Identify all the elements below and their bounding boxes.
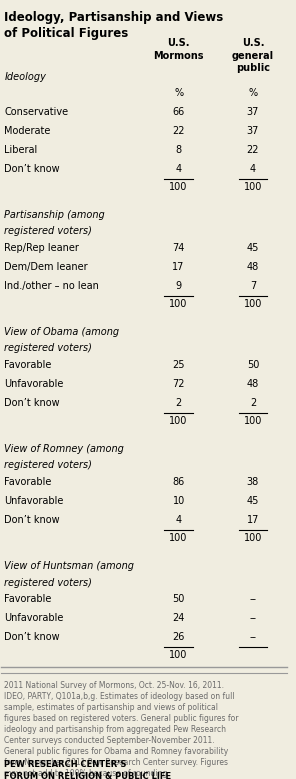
- Text: registered voters): registered voters): [4, 577, 92, 587]
- Text: Ideology: Ideology: [4, 72, 46, 82]
- Text: Unfavorable: Unfavorable: [4, 613, 64, 623]
- Text: Partisanship (among: Partisanship (among: [4, 210, 105, 220]
- Text: Don’t know: Don’t know: [4, 515, 60, 524]
- Text: 100: 100: [169, 299, 188, 309]
- Text: Unfavorable: Unfavorable: [4, 496, 64, 506]
- Text: 66: 66: [173, 108, 185, 117]
- Text: 4: 4: [176, 164, 182, 174]
- Text: 50: 50: [247, 360, 259, 370]
- Text: Favorable: Favorable: [4, 360, 52, 370]
- Text: 100: 100: [244, 299, 262, 309]
- Text: 50: 50: [172, 594, 185, 604]
- Text: 100: 100: [169, 534, 188, 544]
- Text: Ideology, Partisanship and Views
of Political Figures: Ideology, Partisanship and Views of Poli…: [4, 12, 223, 41]
- Text: Don’t know: Don’t know: [4, 164, 60, 174]
- Text: 100: 100: [244, 534, 262, 544]
- Text: U.S.
general
public: U.S. general public: [232, 38, 274, 73]
- Text: Unfavorable: Unfavorable: [4, 379, 64, 389]
- Text: View of Obama (among: View of Obama (among: [4, 327, 119, 337]
- Text: --: --: [250, 632, 256, 642]
- Text: Rep/Rep leaner: Rep/Rep leaner: [4, 243, 79, 253]
- Text: 100: 100: [169, 417, 188, 426]
- Text: 25: 25: [172, 360, 185, 370]
- Text: 4: 4: [176, 515, 182, 524]
- Text: %: %: [248, 89, 258, 98]
- Text: 45: 45: [247, 496, 259, 506]
- Text: --: --: [250, 594, 256, 604]
- Text: View of Huntsman (among: View of Huntsman (among: [4, 561, 134, 571]
- Text: 45: 45: [247, 243, 259, 253]
- Text: registered voters): registered voters): [4, 227, 92, 237]
- Text: 2: 2: [176, 397, 182, 407]
- Text: 4: 4: [250, 164, 256, 174]
- Text: 100: 100: [169, 182, 188, 192]
- Text: 100: 100: [169, 650, 188, 661]
- Text: Favorable: Favorable: [4, 477, 52, 487]
- Text: Moderate: Moderate: [4, 126, 51, 136]
- Text: registered voters): registered voters): [4, 460, 92, 471]
- Text: %: %: [174, 89, 183, 98]
- Text: 8: 8: [176, 145, 182, 155]
- Text: 22: 22: [172, 126, 185, 136]
- Text: 22: 22: [247, 145, 259, 155]
- Text: 74: 74: [172, 243, 185, 253]
- Text: 37: 37: [247, 126, 259, 136]
- Text: View of Romney (among: View of Romney (among: [4, 444, 124, 454]
- Text: 100: 100: [244, 417, 262, 426]
- Text: Favorable: Favorable: [4, 594, 52, 604]
- Text: 48: 48: [247, 262, 259, 272]
- Text: 17: 17: [172, 262, 185, 272]
- Text: Dem/Dem leaner: Dem/Dem leaner: [4, 262, 88, 272]
- Text: 26: 26: [172, 632, 185, 642]
- Text: Liberal: Liberal: [4, 145, 38, 155]
- Text: 48: 48: [247, 379, 259, 389]
- Text: 9: 9: [176, 280, 182, 291]
- Text: 2: 2: [250, 397, 256, 407]
- Text: Ind./other – no lean: Ind./other – no lean: [4, 280, 99, 291]
- Text: 100: 100: [244, 182, 262, 192]
- Text: 86: 86: [173, 477, 185, 487]
- Text: 72: 72: [172, 379, 185, 389]
- Text: 2011 National Survey of Mormons, Oct. 25-Nov. 16, 2011.
IDEO, PARTY, Q101a,b,g. : 2011 National Survey of Mormons, Oct. 25…: [4, 681, 239, 778]
- Text: U.S.
Mormons: U.S. Mormons: [153, 38, 204, 61]
- Text: --: --: [250, 613, 256, 623]
- Text: Conservative: Conservative: [4, 108, 68, 117]
- Text: 24: 24: [172, 613, 185, 623]
- Text: 38: 38: [247, 477, 259, 487]
- Text: registered voters): registered voters): [4, 344, 92, 354]
- Text: 10: 10: [173, 496, 185, 506]
- Text: PEW RESEARCH CENTER’S
FORUM ON RELIGION & PUBLIC LIFE: PEW RESEARCH CENTER’S FORUM ON RELIGION …: [4, 760, 171, 779]
- Text: 7: 7: [250, 280, 256, 291]
- Text: 17: 17: [247, 515, 259, 524]
- Text: Don’t know: Don’t know: [4, 632, 60, 642]
- Text: 37: 37: [247, 108, 259, 117]
- Text: Don’t know: Don’t know: [4, 397, 60, 407]
